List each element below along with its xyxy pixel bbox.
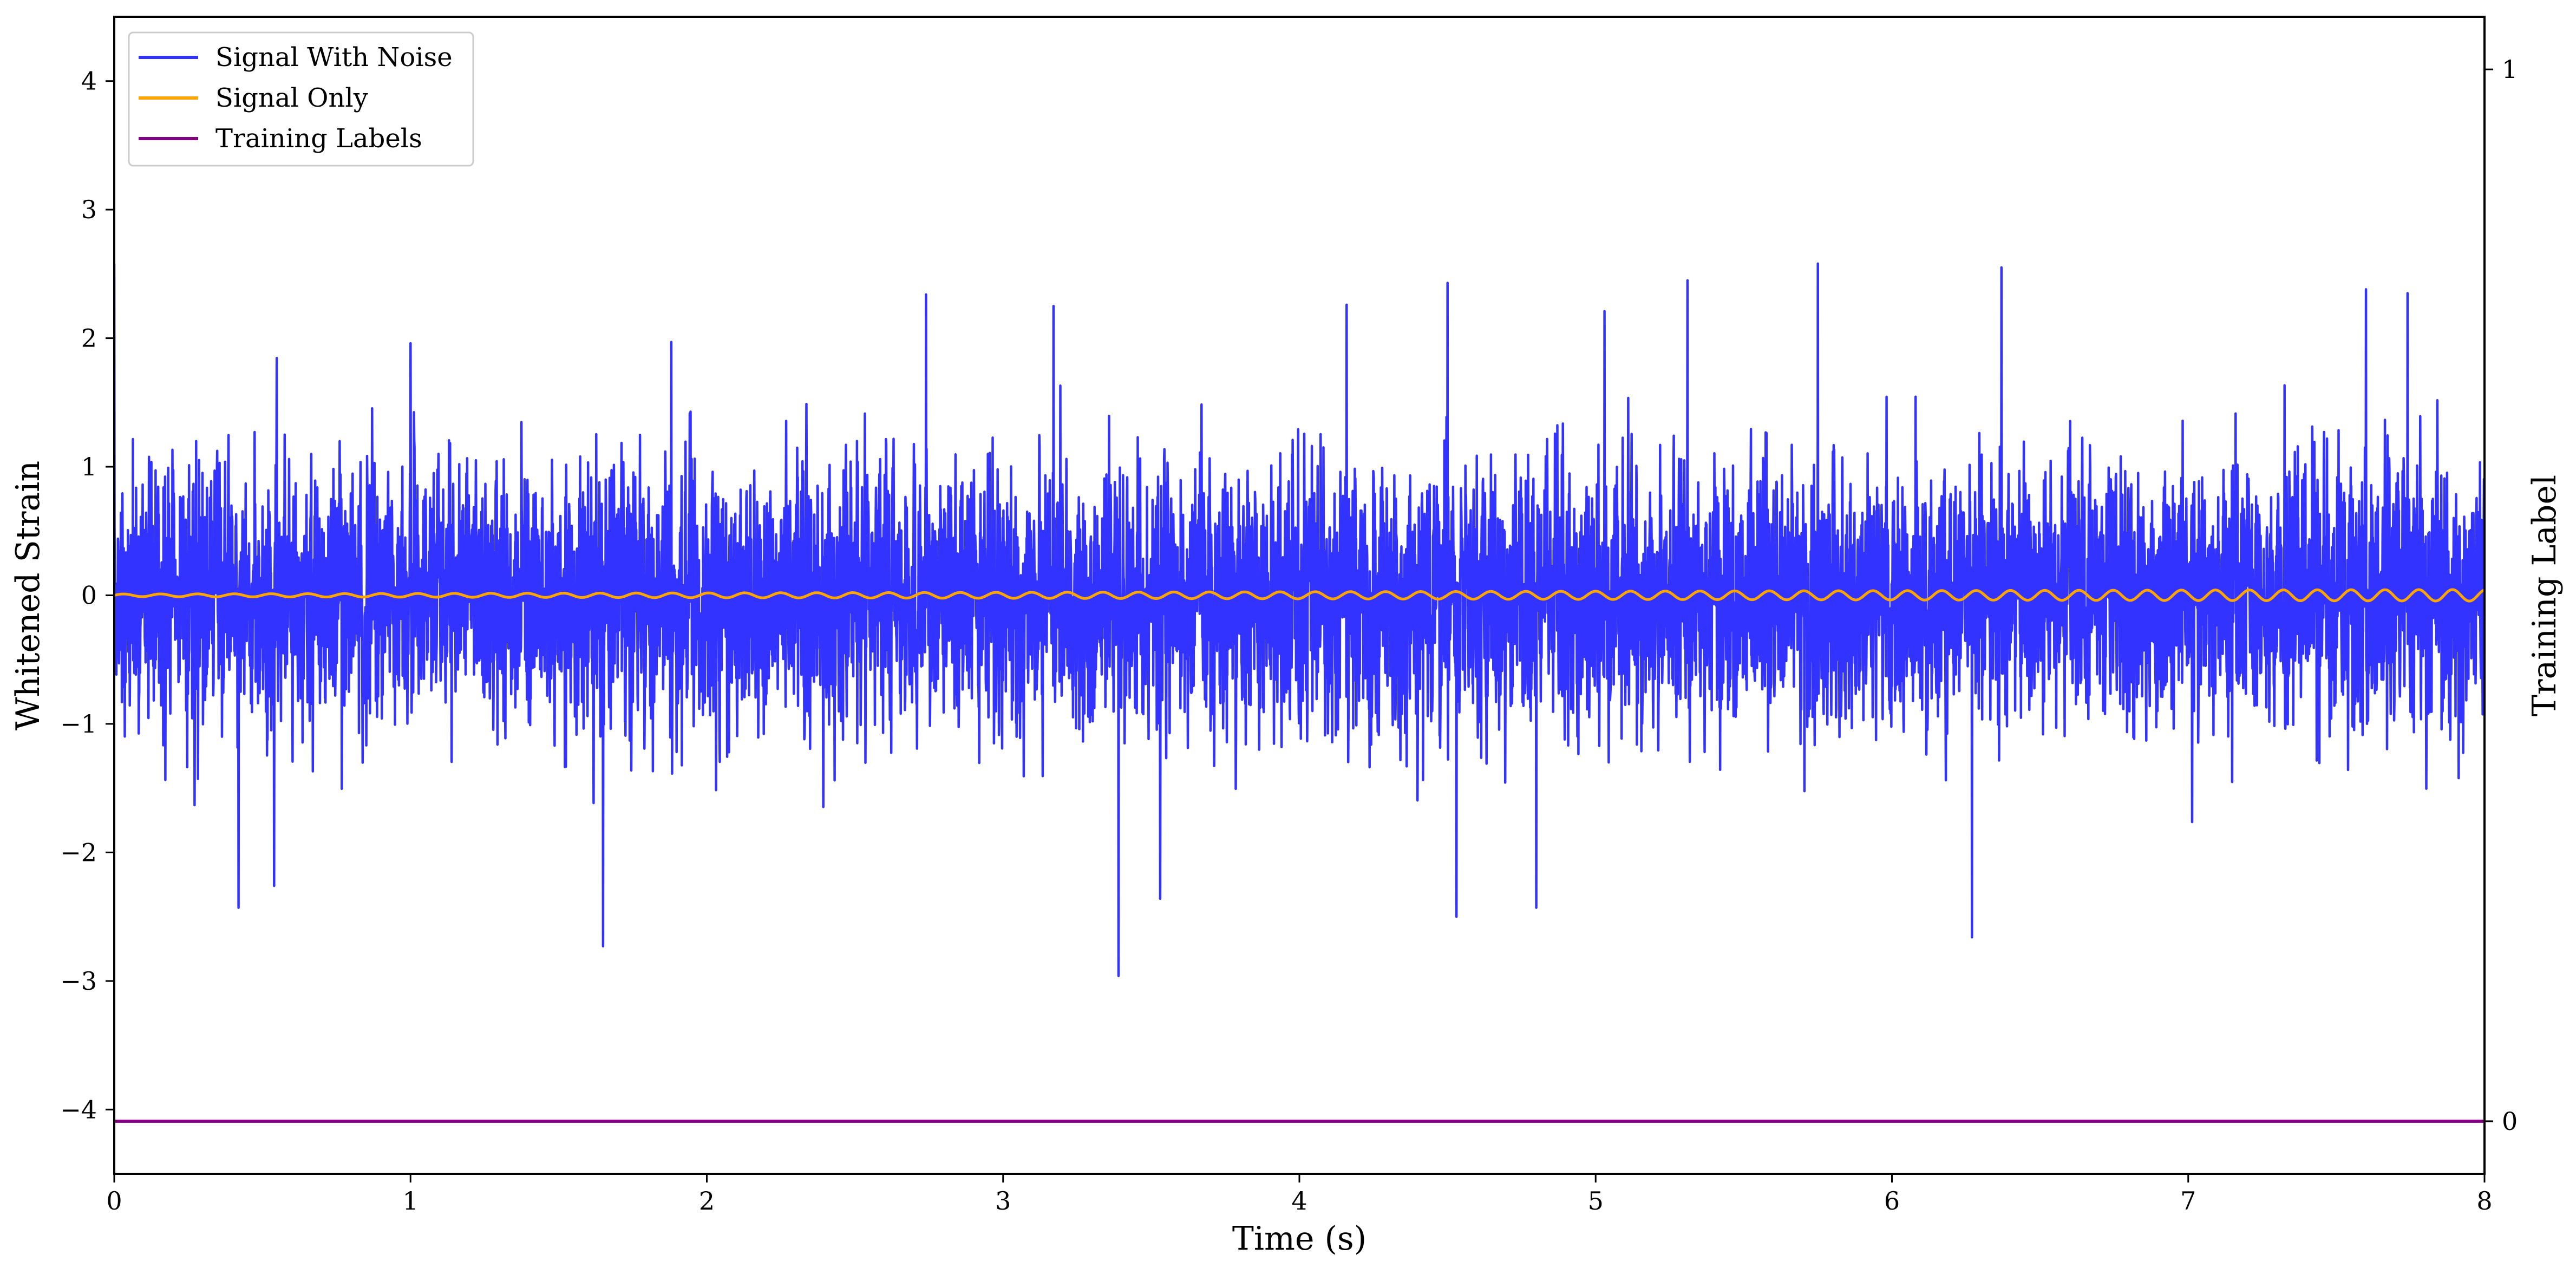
y-tick-label-3: 1 <box>81 452 97 481</box>
x-tick-label-3: 3 <box>995 1186 1011 1216</box>
y-tick-label-2: 2 <box>81 324 97 353</box>
legend: Signal With Noise Signal Only Training L… <box>128 31 474 167</box>
series-signal-with-noise <box>114 262 2485 977</box>
x-tick-label-5: 5 <box>1588 1186 1604 1216</box>
y-tick-label-4: 0 <box>81 581 97 610</box>
x-axis-title: Time (s) <box>1232 1220 1367 1258</box>
x-tick-label-0: 0 <box>106 1186 122 1216</box>
y-tick-label-0: 4 <box>81 67 97 96</box>
y-axis-title: Whitened Strain <box>9 461 47 730</box>
y-tick-label-7: −3 <box>60 966 97 996</box>
y-tick-label-6: −2 <box>60 838 97 867</box>
y-axis-right: 10 <box>2485 55 2518 1136</box>
series-signal-only <box>114 588 2485 603</box>
x-tick-label-7: 7 <box>2180 1186 2196 1216</box>
legend-label-training-labels: Training Labels <box>215 123 422 154</box>
plot-area <box>114 262 2485 1123</box>
y-tick-label-1: 3 <box>81 195 97 224</box>
y-tick-label-5: −1 <box>60 709 97 739</box>
x-tick-label-6: 6 <box>1884 1186 1900 1216</box>
x-tick-label-8: 8 <box>2476 1186 2492 1216</box>
x-axis: 0 1 2 3 4 5 6 7 8 <box>106 1174 2493 1216</box>
y2-axis-title: Training Label <box>2526 475 2564 716</box>
legend-label-signal-only: Signal Only <box>215 83 368 113</box>
legend-box <box>128 31 474 167</box>
x-tick-label-1: 1 <box>403 1186 419 1216</box>
x-tick-label-2: 2 <box>699 1186 715 1216</box>
y2-tick-label-1: 0 <box>2502 1107 2518 1136</box>
legend-label-signal-with-noise: Signal With Noise <box>215 42 453 73</box>
x-tick-label-4: 4 <box>1291 1186 1307 1216</box>
y-axis-left: 4 3 2 1 0 −1 −2 −3 −4 <box>60 67 114 1124</box>
y-tick-label-8: −4 <box>60 1095 97 1124</box>
y2-tick-label-0: 1 <box>2502 55 2518 84</box>
